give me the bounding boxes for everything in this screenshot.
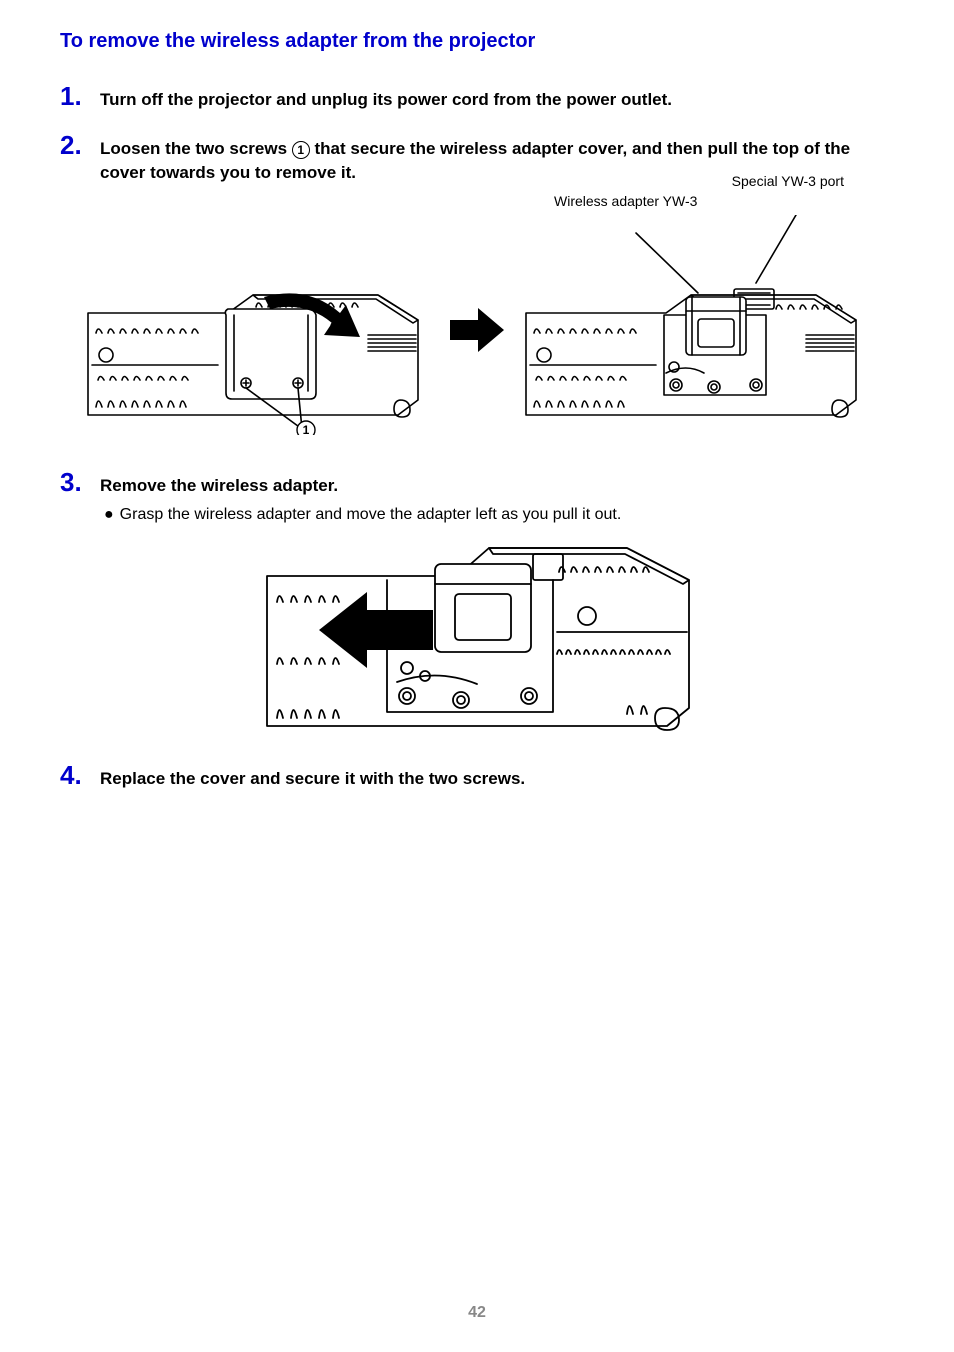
section-title: To remove the wireless adapter from the …	[60, 30, 894, 53]
step-1-text: Turn off the projector and unplug its po…	[100, 88, 672, 112]
step-3-figure	[60, 536, 894, 736]
step-3-number: 3	[60, 467, 90, 498]
step-3-text: Remove the wireless adapter.	[100, 474, 338, 498]
figure-2b	[516, 215, 876, 445]
page-number: 42	[0, 1304, 954, 1322]
step-4: 4 Replace the cover and secure it with t…	[60, 760, 894, 791]
step-4-text: Replace the cover and secure it with the…	[100, 767, 525, 791]
arrow-right-icon	[448, 304, 506, 356]
step-3-bullet-text: Grasp the wireless adapter and move the …	[120, 504, 622, 526]
label-port: Special YW-3 port	[514, 173, 894, 189]
step-4-number: 4	[60, 760, 90, 791]
figure-2a: 1	[78, 225, 438, 435]
circled-1-inline: 1	[292, 141, 310, 159]
step-1-number: 1	[60, 81, 90, 112]
svg-text:1: 1	[303, 423, 310, 435]
figure-3	[257, 536, 697, 736]
bullet-icon: ●	[104, 504, 114, 526]
step-2: 2 Loosen the two screws 1 that secure th…	[60, 130, 894, 445]
step-2-text-a: Loosen the two screws	[100, 139, 292, 158]
step-2-number: 2	[60, 130, 90, 161]
step-3-bullet: ● Grasp the wireless adapter and move th…	[104, 504, 894, 526]
step-3: 3 Remove the wireless adapter. ● Grasp t…	[60, 467, 894, 736]
step-2-figures: Special YW-3 port Wireless adapter YW-3	[60, 215, 894, 445]
step-1: 1 Turn off the projector and unplug its …	[60, 81, 894, 112]
label-adapter: Wireless adapter YW-3	[514, 193, 894, 209]
